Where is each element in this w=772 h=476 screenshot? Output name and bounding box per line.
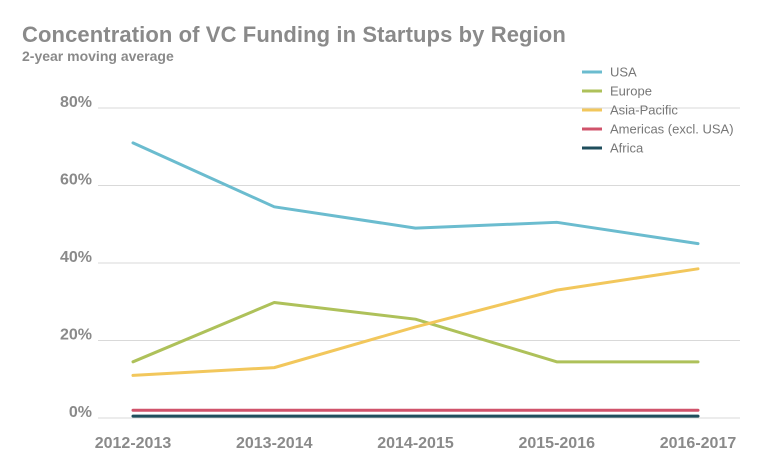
series-line: [131, 301, 700, 364]
legend-label: Europe: [610, 84, 652, 99]
gridlines: [98, 107, 740, 419]
x-axis-ticks: 2012-2013 2013-2014 2014-2015 2015-2016 2016…: [95, 435, 737, 452]
legend-label: Asia-Pacific: [610, 103, 678, 118]
legend-label: USA: [610, 65, 637, 80]
y-tick-label: 40%: [60, 249, 92, 266]
legend: USA Europe Asia-Pacific Americas (excl. USA…: [582, 65, 734, 156]
series-line: [131, 267, 700, 377]
x-tick-label: 2012-2013: [95, 435, 172, 452]
x-tick-label: 2015-2016: [518, 435, 595, 452]
legend-label: Africa: [610, 141, 644, 156]
chart-subtitle: 2-year moving average: [22, 48, 174, 64]
x-tick-label: 2013-2014: [236, 435, 313, 452]
x-tick-label: 2016-2017: [660, 435, 737, 452]
x-tick-label: 2014-2015: [377, 435, 454, 452]
y-axis-ticks: 0% 20% 40% 60% 80%: [60, 94, 92, 421]
series-lines: [131, 141, 700, 418]
chart-title: Concentration of VC Funding in Startups …: [22, 22, 566, 47]
y-tick-label: 80%: [60, 94, 92, 111]
series-line: [131, 141, 700, 246]
y-tick-label: 0%: [69, 404, 92, 421]
y-tick-label: 60%: [60, 172, 92, 189]
legend-label: Americas (excl. USA): [610, 122, 734, 137]
y-tick-label: 20%: [60, 327, 92, 344]
